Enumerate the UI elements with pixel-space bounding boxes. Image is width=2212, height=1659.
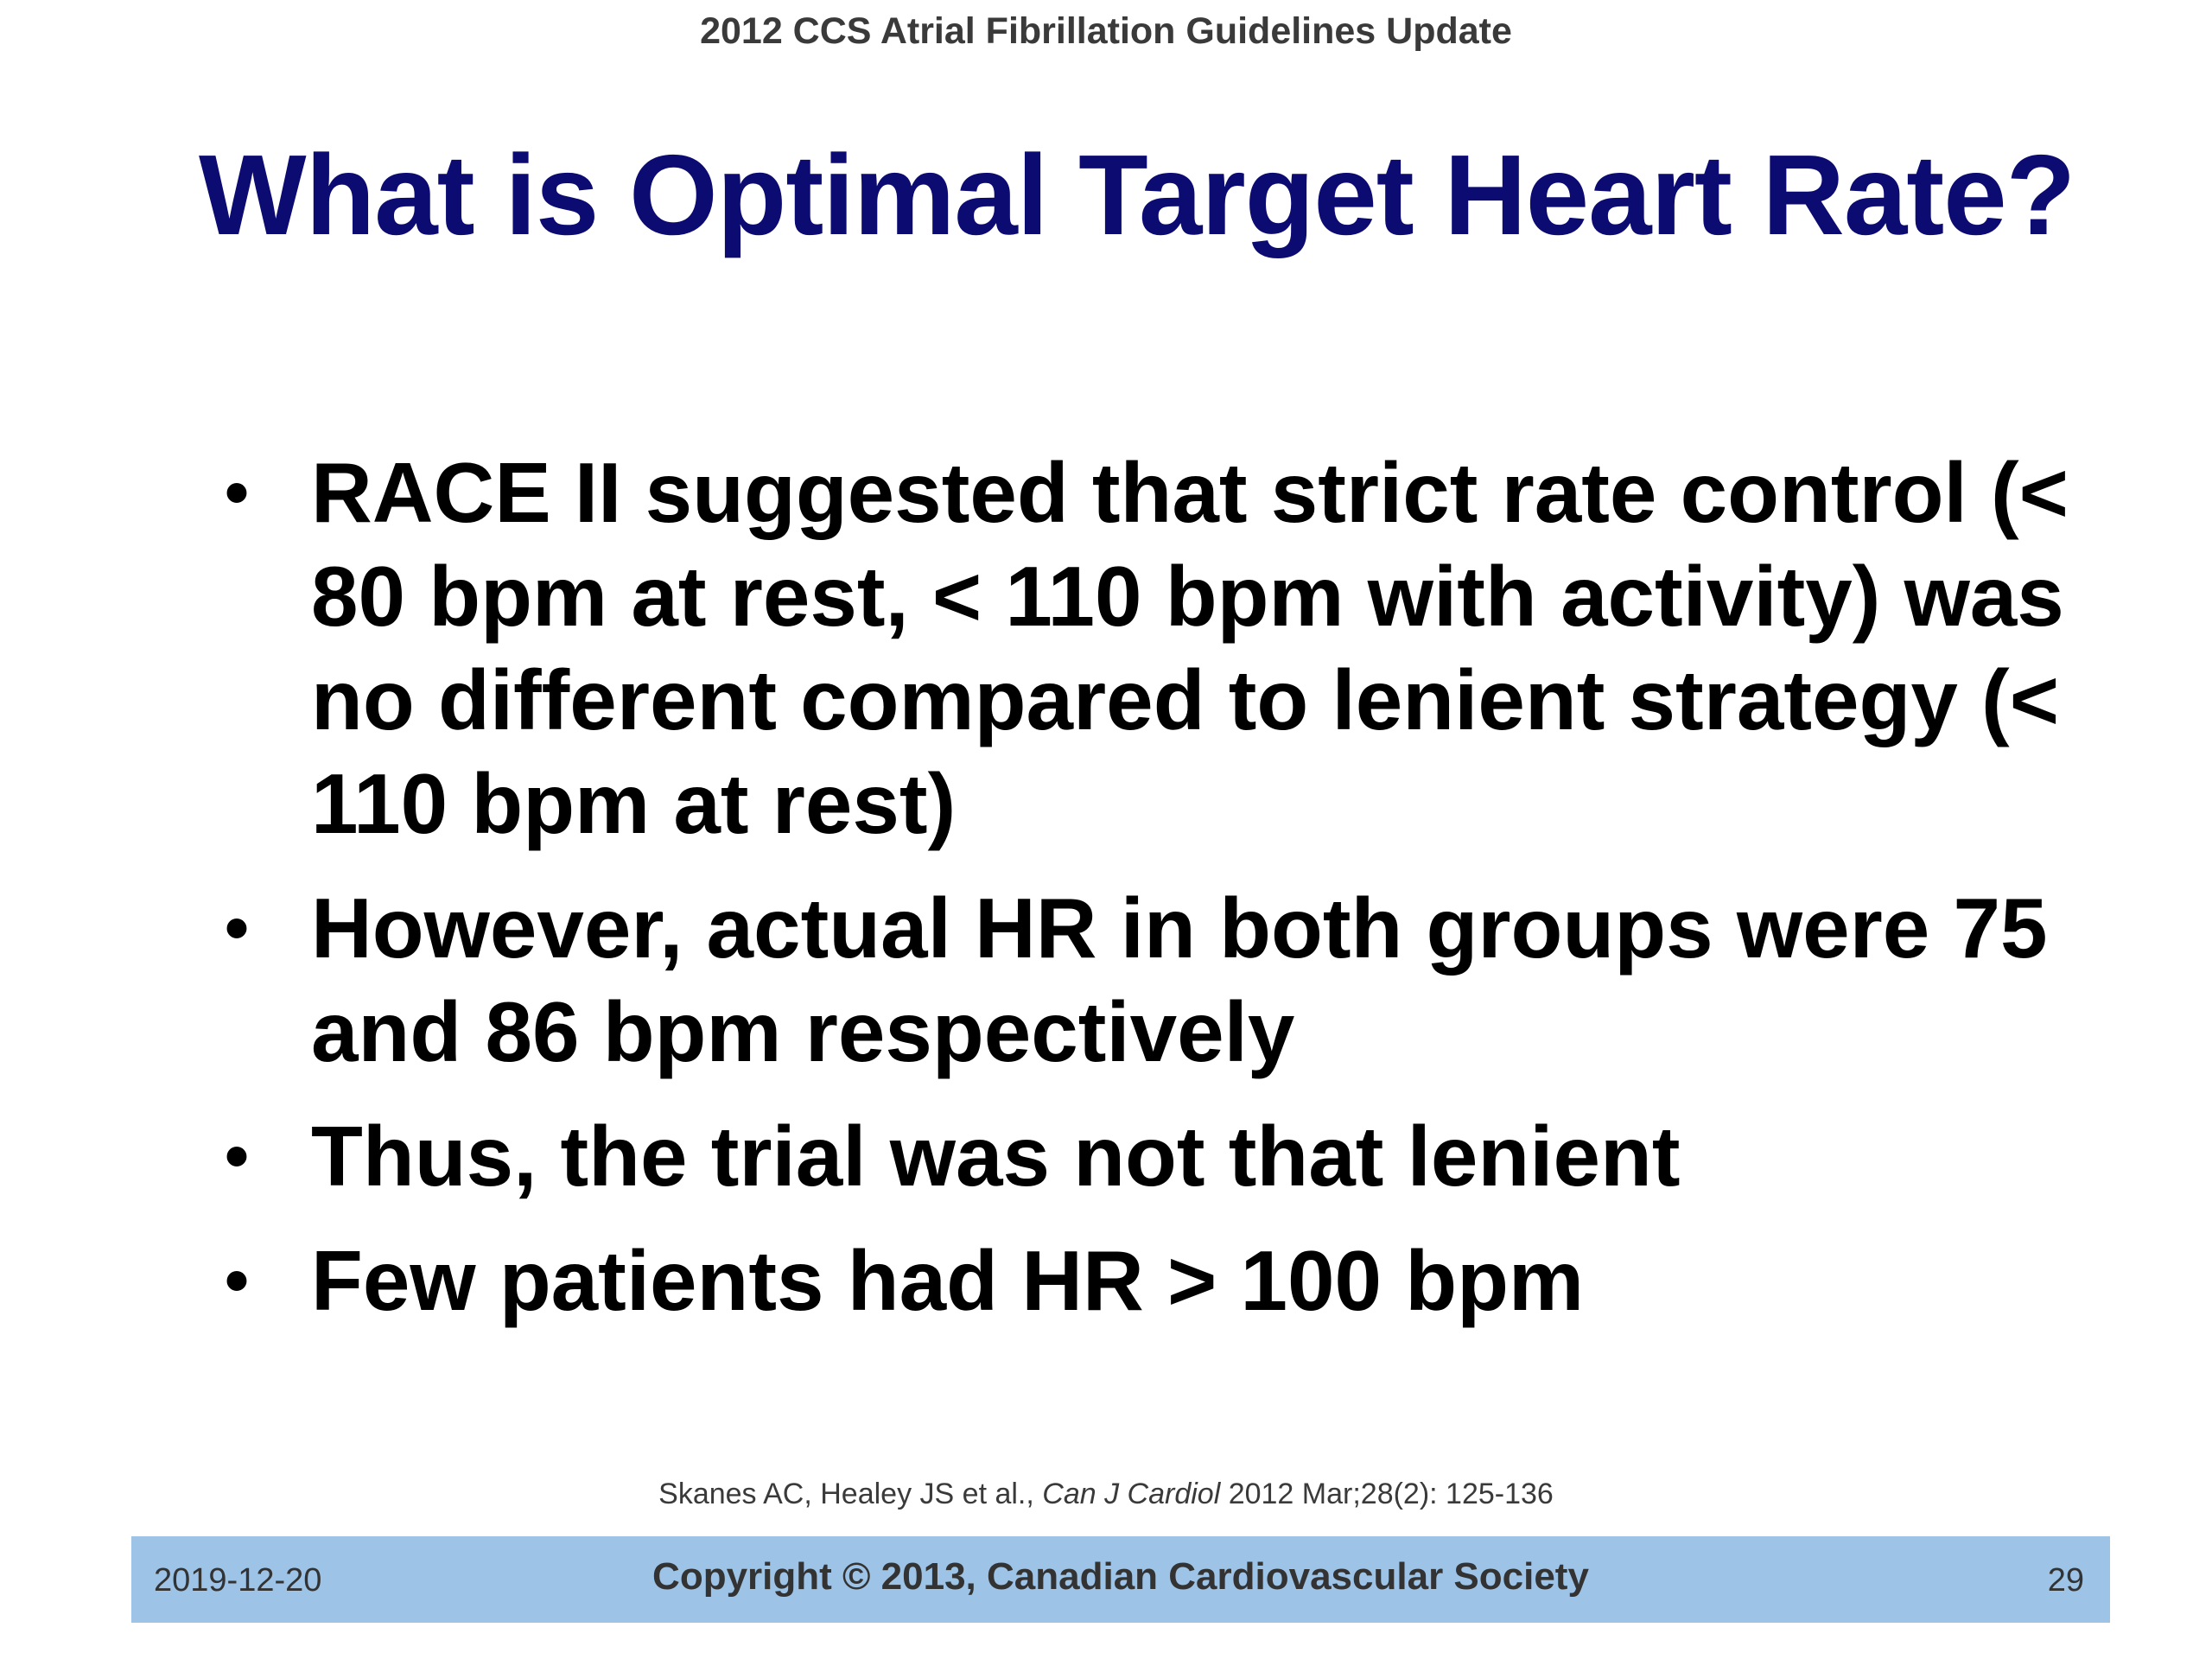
citation-authors: Skanes AC, Healey JS et al., xyxy=(658,1478,1043,1510)
footer-bar: 2019-12-20 Copyright © 2013, Canadian Ca… xyxy=(131,1536,2110,1623)
bullet-icon: • xyxy=(225,889,250,966)
citation-journal: Can J Cardiol xyxy=(1042,1478,1221,1510)
footer-copyright: Copyright © 2013, Canadian Cardiovascula… xyxy=(652,1555,1589,1598)
citation: Skanes AC, Healey JS et al., Can J Cardi… xyxy=(0,1478,2212,1511)
bullet-item: • Few patients had HR > 100 bpm xyxy=(225,1229,2082,1332)
bullet-icon: • xyxy=(225,454,250,531)
page-number: 29 xyxy=(2047,1562,2084,1599)
bullet-list: • RACE II suggested that strict rate con… xyxy=(225,441,2082,1353)
bullet-item: • RACE II suggested that strict rate con… xyxy=(225,441,2082,855)
slide-header: 2012 CCS Atrial Fibrillation Guidelines … xyxy=(700,10,1512,52)
bullet-text: However, actual HR in both groups were 7… xyxy=(311,880,2048,1079)
bullet-text: Thus, the trial was not that lenient xyxy=(311,1109,1681,1204)
footer-date: 2019-12-20 xyxy=(154,1562,322,1599)
bullet-text: Few patients had HR > 100 bpm xyxy=(311,1233,1585,1328)
bullet-text: RACE II suggested that strict rate contr… xyxy=(311,445,2069,851)
bullet-icon: • xyxy=(225,1242,250,1319)
citation-details: 2012 Mar;28(2): 125-136 xyxy=(1220,1478,1554,1510)
bullet-icon: • xyxy=(225,1117,250,1194)
bullet-item: • However, actual HR in both groups were… xyxy=(225,876,2082,1084)
bullet-item: • Thus, the trial was not that lenient xyxy=(225,1104,2082,1208)
slide-title: What is Optimal Target Heart Rate? xyxy=(199,131,2075,258)
